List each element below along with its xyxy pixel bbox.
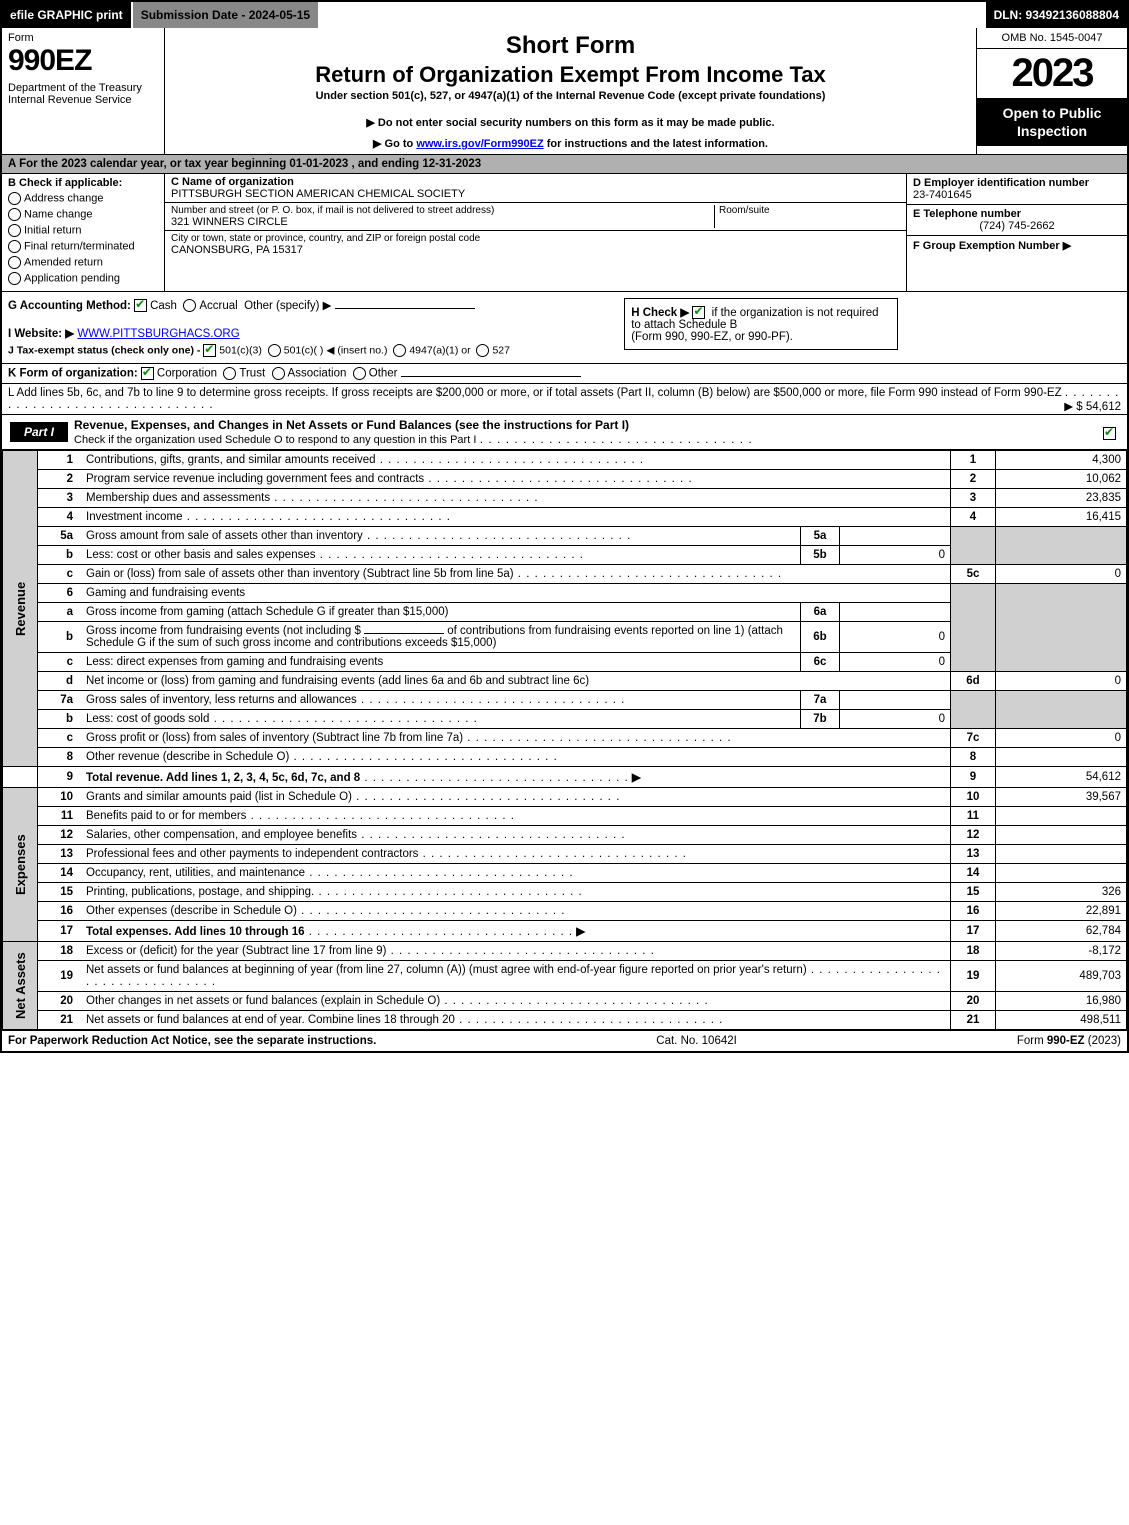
org-name: PITTSBURGH SECTION AMERICAN CHEMICAL SOC… [171,188,900,200]
do-not-note: ▶ Do not enter social security numbers o… [171,116,970,129]
row-a: A For the 2023 calendar year, or tax yea… [2,155,1127,174]
header-left: Form 990EZ Department of the Treasury In… [2,28,165,154]
other-specify-input[interactable] [335,308,475,309]
group-exemption: F Group Exemption Number ▶ [913,239,1121,252]
527-radio[interactable] [476,344,489,357]
other-radio[interactable] [353,367,366,380]
part1-header: Part I Revenue, Expenses, and Changes in… [2,415,1127,450]
header: Form 990EZ Department of the Treasury In… [2,28,1127,155]
form-number: 990EZ [8,44,158,78]
address-change-radio[interactable] [8,192,21,205]
street: 321 WINNERS CIRCLE [171,216,714,228]
line10-amt: 39,567 [996,788,1127,807]
trust-radio[interactable] [223,367,236,380]
name-change-radio[interactable] [8,208,21,221]
goto-note: ▶ Go to www.irs.gov/Form990EZ for instru… [171,137,970,150]
ein: 23-7401645 [913,189,1121,201]
l-amount: ▶ $ 54,612 [1064,399,1121,413]
form-ver: Form 990-EZ (2023) [1017,1035,1121,1047]
lines-table: Revenue 1 Contributions, gifts, grants, … [2,450,1127,1030]
line5c-amt: 0 [996,565,1127,584]
line6b-amt: 0 [840,622,951,653]
line6c-amt: 0 [840,653,951,672]
open-inspection: Open to Public Inspection [977,98,1127,146]
dept: Department of the Treasury Internal Reve… [8,82,158,106]
line18-amt: -8,172 [996,942,1127,961]
efile-print[interactable]: efile GRAPHIC print [2,2,133,28]
4947-radio[interactable] [393,344,406,357]
other-org-input[interactable] [401,376,581,377]
line7c-amt: 0 [996,729,1127,748]
assoc-radio[interactable] [272,367,285,380]
form-container: efile GRAPHIC print Submission Date - 20… [0,0,1129,1053]
tax-year: 2023 [977,49,1127,98]
line5b-amt: 0 [840,546,951,565]
row-k: K Form of organization: Corporation Trus… [2,364,1127,384]
line1-amt: 4,300 [996,451,1127,470]
h-checkbox[interactable] [692,306,705,319]
website-link[interactable]: WWW.PITTSBURGHACS.ORG [77,328,239,340]
line3-amt: 23,835 [996,489,1127,508]
footer: For Paperwork Reduction Act Notice, see … [2,1030,1127,1051]
line2-amt: 10,062 [996,470,1127,489]
header-right: OMB No. 1545-0047 2023 Open to Public In… [976,28,1127,154]
cat-no: Cat. No. 10642I [656,1035,737,1047]
row-l: L Add lines 5b, 6c, and 7b to line 9 to … [2,384,1127,415]
line19-amt: 489,703 [996,961,1127,992]
amended-return-radio[interactable] [8,256,21,269]
line4-amt: 16,415 [996,508,1127,527]
revenue-side: Revenue [3,451,38,767]
501c-radio[interactable] [268,344,281,357]
expenses-side: Expenses [3,788,38,942]
col-c: C Name of organization PITTSBURGH SECTIO… [165,174,906,291]
topbar: efile GRAPHIC print Submission Date - 20… [2,2,1127,28]
return-title: Return of Organization Exempt From Incom… [171,62,970,88]
line7b-amt: 0 [840,710,951,729]
501c3-checkbox[interactable] [203,344,216,357]
final-return-radio[interactable] [8,240,21,253]
city-zip: CANONSBURG, PA 15317 [171,244,480,256]
corp-checkbox[interactable] [141,367,154,380]
initial-return-radio[interactable] [8,224,21,237]
line16-amt: 22,891 [996,902,1127,921]
line17-amt: 62,784 [996,921,1127,942]
info-grid: B Check if applicable: Address change Na… [2,174,1127,292]
form-label: Form [8,32,158,44]
line20-amt: 16,980 [996,992,1127,1011]
part1-schedule-o-checkbox[interactable] [1103,427,1116,440]
under-section: Under section 501(c), 527, or 4947(a)(1)… [171,90,970,102]
line15-amt: 326 [996,883,1127,902]
header-mid: Short Form Return of Organization Exempt… [165,28,976,154]
short-form-title: Short Form [171,32,970,60]
line6d-amt: 0 [996,672,1127,691]
omb: OMB No. 1545-0047 [977,28,1127,49]
netassets-side: Net Assets [3,942,38,1030]
telephone: (724) 745-2662 [913,220,1121,232]
cash-checkbox[interactable] [134,299,147,312]
line6b-input[interactable] [364,633,444,634]
col-d: D Employer identification number 23-7401… [906,174,1127,291]
row-g-h: G Accounting Method: Cash Accrual Other … [2,292,1127,364]
part1-tab: Part I [10,422,68,442]
line9-amt: 54,612 [996,767,1127,788]
submission-date: Submission Date - 2024-05-15 [133,2,320,28]
accrual-radio[interactable] [183,299,196,312]
dln: DLN: 93492136088804 [986,2,1127,28]
paperwork-notice: For Paperwork Reduction Act Notice, see … [8,1035,376,1047]
line21-amt: 498,511 [996,1011,1127,1030]
application-pending-radio[interactable] [8,272,21,285]
b-title: B Check if applicable: [8,177,158,189]
col-b: B Check if applicable: Address change Na… [2,174,165,291]
irs-link[interactable]: www.irs.gov/Form990EZ [416,138,543,150]
